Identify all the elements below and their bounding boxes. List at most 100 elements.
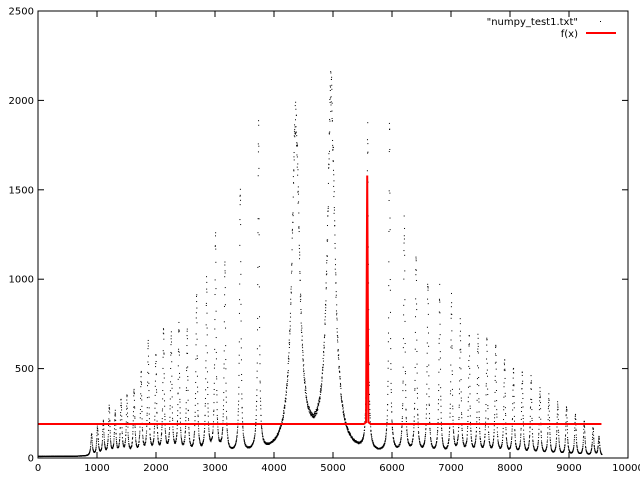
data-point — [333, 212, 335, 214]
data-point — [168, 432, 170, 434]
data-point — [235, 443, 237, 445]
data-point — [514, 436, 516, 438]
data-point — [493, 438, 495, 440]
data-point — [189, 443, 191, 445]
data-point — [593, 434, 595, 436]
data-point — [470, 437, 472, 439]
data-point — [504, 377, 506, 379]
data-point — [205, 378, 207, 380]
data-point — [513, 372, 515, 374]
data-point — [469, 367, 471, 369]
data-point — [127, 432, 129, 434]
data-point — [390, 338, 392, 340]
data-point — [193, 436, 195, 438]
data-point — [296, 143, 298, 145]
data-point — [138, 442, 140, 444]
data-point — [596, 451, 598, 453]
data-point — [236, 431, 238, 433]
data-point — [301, 325, 303, 327]
data-point — [289, 320, 291, 322]
data-point — [305, 386, 307, 388]
data-point — [214, 328, 216, 330]
data-point — [325, 307, 327, 309]
data-point — [116, 443, 118, 445]
data-point — [415, 274, 417, 276]
data-point — [226, 430, 228, 432]
data-point — [400, 438, 402, 440]
data-point — [457, 439, 459, 441]
data-point — [113, 443, 115, 445]
data-point — [555, 445, 557, 447]
data-point — [255, 405, 257, 407]
data-point — [496, 413, 498, 415]
data-point — [470, 429, 472, 431]
data-point — [424, 440, 426, 442]
data-point — [402, 380, 404, 382]
data-point — [424, 434, 426, 436]
data-point — [600, 450, 602, 452]
data-point — [540, 431, 542, 433]
data-point — [413, 433, 414, 435]
data-point — [313, 417, 315, 419]
data-point — [96, 432, 98, 434]
data-point — [477, 343, 479, 345]
data-point — [480, 443, 482, 445]
data-point — [453, 431, 455, 433]
data-point — [547, 432, 549, 434]
data-point — [584, 426, 586, 428]
data-point — [147, 345, 149, 347]
data-point — [164, 424, 166, 426]
data-point — [184, 432, 186, 434]
data-point — [202, 440, 204, 442]
data-point — [90, 441, 92, 443]
data-point — [524, 446, 526, 448]
data-point — [306, 400, 308, 402]
data-point — [179, 376, 181, 378]
data-point — [446, 447, 448, 449]
data-point — [289, 333, 291, 335]
data-point — [388, 122, 390, 124]
data-point — [501, 441, 503, 443]
data-point — [126, 405, 128, 407]
data-point — [239, 195, 241, 197]
data-point — [187, 410, 189, 412]
data-point — [325, 288, 327, 290]
data-point — [92, 446, 94, 448]
data-point — [335, 282, 337, 284]
data-point — [162, 408, 164, 410]
data-point — [565, 434, 567, 436]
data-point — [225, 382, 227, 384]
data-point — [207, 407, 209, 409]
data-point — [118, 445, 120, 447]
data-point — [115, 419, 117, 421]
data-point — [162, 390, 164, 392]
data-point — [328, 153, 330, 155]
data-point — [113, 433, 115, 435]
data-point — [377, 447, 379, 449]
data-point — [468, 360, 470, 362]
data-point — [491, 446, 493, 448]
data-point — [483, 443, 485, 445]
data-point — [240, 273, 242, 275]
data-point — [110, 441, 112, 443]
data-point — [98, 447, 100, 449]
data-point — [427, 332, 429, 334]
data-point — [423, 442, 425, 444]
data-point — [317, 406, 319, 408]
data-point — [100, 450, 102, 452]
data-point — [557, 407, 559, 409]
data-point — [122, 440, 124, 442]
data-point — [510, 442, 512, 444]
data-point — [96, 435, 98, 437]
data-point — [527, 447, 529, 449]
data-point — [503, 406, 505, 408]
data-point — [573, 438, 575, 440]
data-point — [295, 131, 297, 133]
data-point — [132, 427, 134, 429]
data-point — [593, 444, 595, 446]
data-point — [574, 430, 576, 432]
data-point — [133, 395, 135, 397]
data-point — [565, 415, 567, 417]
data-point — [326, 270, 328, 272]
data-point — [294, 126, 296, 128]
